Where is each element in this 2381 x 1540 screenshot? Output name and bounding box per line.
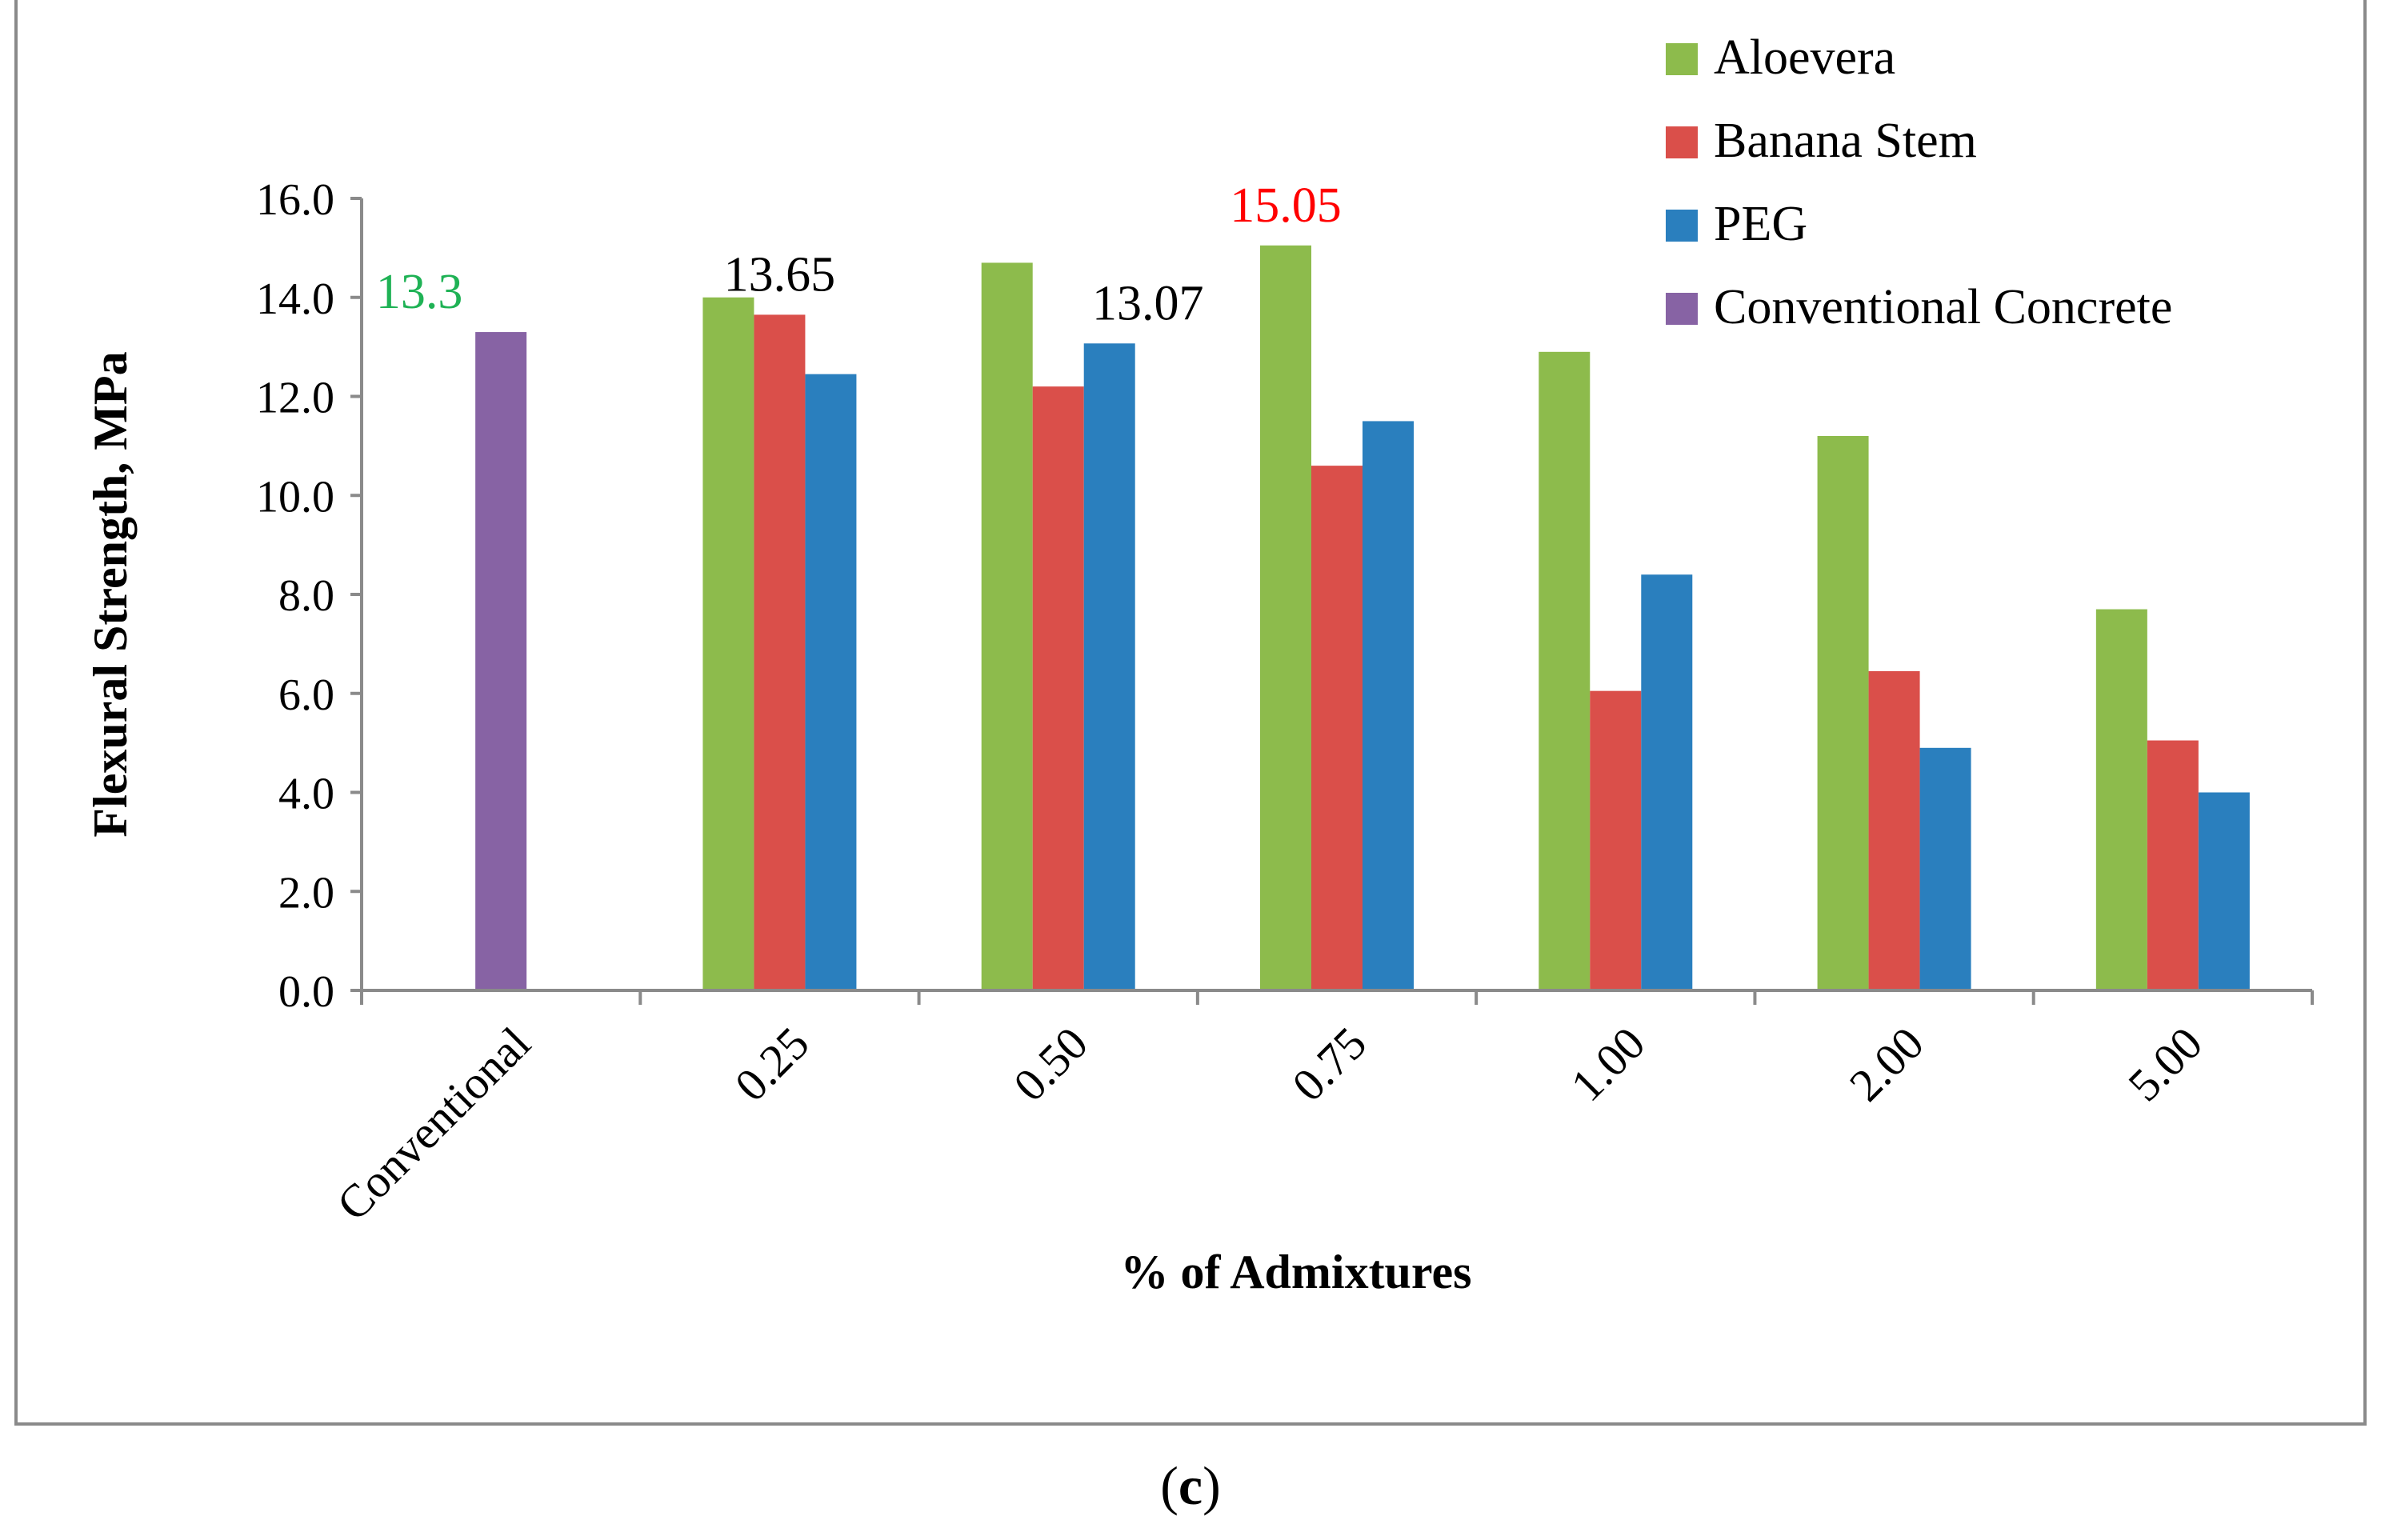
- y-tick-label: 8.0: [278, 571, 334, 621]
- x-tick-label: 1.00: [1561, 1017, 1655, 1111]
- y-axis-title: Flexural Strength, MPa: [84, 351, 137, 837]
- data-label: 15.05: [1230, 178, 1342, 233]
- bar-banana-stem: [1590, 690, 1642, 990]
- bar-banana-stem: [754, 314, 806, 990]
- bar-conventional-concrete: [475, 332, 527, 990]
- y-tick-label: 14.0: [256, 274, 334, 324]
- x-axis-title: % of Admixtures: [1121, 1246, 1472, 1298]
- data-label: 13.3: [376, 265, 463, 319]
- bar-peg: [2198, 792, 2250, 990]
- data-labels: 13.3 13.65 13.07 15.05: [376, 178, 1342, 331]
- y-tick-label: 6.0: [278, 670, 334, 720]
- bar-aloevera: [702, 297, 754, 990]
- bar-banana-stem: [1032, 386, 1084, 990]
- bar-peg: [1919, 747, 1971, 990]
- x-tick-label: 2.00: [1839, 1017, 1934, 1111]
- bar-aloevera: [1817, 436, 1869, 990]
- legend-label: Banana Stem: [1714, 114, 1977, 168]
- y-tick-label: 12.0: [256, 374, 334, 423]
- bar-aloevera: [1539, 351, 1591, 990]
- bar-banana-stem: [1311, 466, 1363, 990]
- bar-aloevera: [2095, 609, 2147, 990]
- x-tick-label: 5.00: [2118, 1017, 2212, 1111]
- bar-peg: [805, 374, 857, 990]
- data-label: 13.07: [1092, 276, 1204, 330]
- legend-label: Aloevera: [1714, 30, 1895, 85]
- figure-caption: (c): [1160, 1455, 1221, 1516]
- bar-banana-stem: [1868, 670, 1920, 990]
- x-tick-label: Conventional: [326, 1017, 540, 1230]
- x-tick-label: 0.25: [725, 1017, 819, 1111]
- y-tick-label: 10.0: [256, 472, 334, 522]
- bar-peg: [1083, 343, 1135, 990]
- bar-chart: 0.0 2.0 4.0 6.0 8.0 10.0 12.0 14.0 16.0 Conventi…: [84, 30, 2314, 1298]
- y-tick-label: 2.0: [278, 868, 334, 918]
- axes: [360, 198, 2312, 992]
- y-tick-label: 0.0: [278, 967, 334, 1017]
- y-tick-label: 16.0: [256, 175, 334, 225]
- legend-swatch: [1666, 210, 1698, 242]
- chart-frame: [14, 0, 2367, 1426]
- bar-aloevera: [981, 262, 1033, 990]
- bars: [475, 245, 2250, 990]
- bar-peg: [1641, 574, 1693, 990]
- bar-aloevera: [1260, 245, 1311, 990]
- legend: Aloevera Banana Stem PEG Conventional Concr…: [1666, 30, 2172, 334]
- x-tick-label: 0.75: [1282, 1017, 1376, 1111]
- legend-label: PEG: [1714, 197, 1807, 251]
- x-tick-label: 0.50: [1003, 1017, 1098, 1111]
- bar-banana-stem: [2147, 740, 2199, 990]
- bar-peg: [1363, 421, 1414, 990]
- legend-swatch: [1666, 293, 1698, 325]
- x-axis-ticks: Conventional 0.25 0.50 0.75 1.00 2.00 5.00: [326, 990, 2314, 1230]
- legend-label: Conventional Concrete: [1714, 280, 2172, 334]
- data-label: 13.65: [724, 247, 836, 302]
- y-axis-ticks: 0.0 2.0 4.0 6.0 8.0 10.0 12.0 14.0 16.0: [256, 175, 362, 1017]
- caption-letter: c: [1178, 1455, 1203, 1516]
- y-tick-label: 4.0: [278, 770, 334, 819]
- legend-swatch: [1666, 126, 1698, 158]
- legend-swatch: [1666, 43, 1698, 75]
